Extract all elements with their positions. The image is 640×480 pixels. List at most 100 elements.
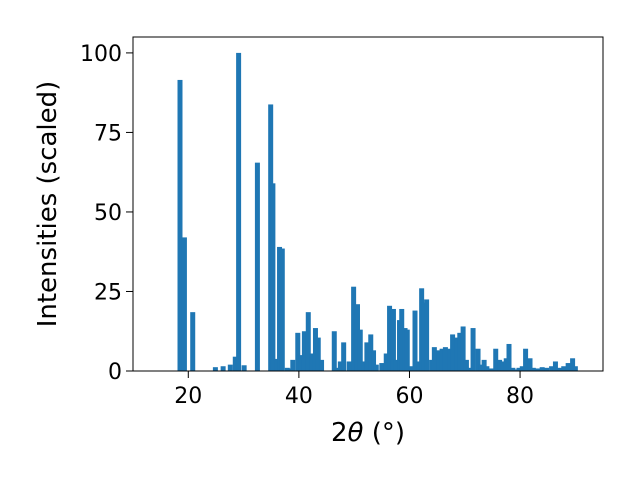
bar [301, 331, 307, 371]
bar [463, 359, 469, 371]
bar [535, 368, 541, 371]
bar [516, 367, 522, 371]
bar [368, 334, 374, 371]
bar [439, 348, 445, 371]
bar [519, 366, 525, 371]
y-axis-ticks: 0 25 50 75 100 [80, 42, 133, 385]
bar [379, 363, 385, 371]
bar [312, 328, 318, 371]
y-tick-label: 100 [80, 42, 122, 67]
x-axis-ticks: 20 40 60 80 [174, 371, 534, 409]
bar [500, 361, 506, 371]
bar [371, 350, 377, 371]
bar [488, 368, 494, 371]
bar [561, 366, 567, 371]
x-axis-label-symbol: θ [348, 418, 364, 448]
bar [393, 359, 399, 371]
bar [404, 329, 410, 371]
x-axis-label-unit: (°) [363, 418, 405, 448]
y-tick-label: 50 [94, 201, 122, 226]
bar [284, 367, 290, 371]
bar [424, 299, 430, 371]
bar [232, 356, 238, 371]
bar [357, 329, 363, 371]
bar [279, 248, 285, 371]
y-tick-label: 0 [108, 360, 122, 385]
bar [457, 332, 463, 371]
bar [346, 361, 352, 371]
bar [544, 367, 550, 371]
bar [416, 361, 422, 371]
bar [442, 347, 448, 371]
bar [478, 364, 484, 371]
bar [334, 367, 340, 371]
bar [470, 328, 476, 371]
x-tick-label: 40 [285, 384, 313, 409]
bar [421, 302, 427, 371]
y-axis-label: Intensities (scaled) [33, 81, 63, 328]
bar [399, 308, 405, 371]
bar [274, 358, 280, 371]
bar [484, 366, 490, 371]
bar [364, 342, 370, 371]
bar [481, 359, 487, 371]
bar [466, 367, 472, 371]
bar [570, 358, 576, 371]
bar [557, 367, 563, 371]
bar [305, 312, 311, 371]
bar [361, 361, 367, 371]
bars-group [177, 52, 578, 372]
bar [497, 359, 503, 371]
bar [220, 366, 226, 371]
bar [503, 358, 509, 371]
bar [341, 342, 347, 371]
y-tick-label: 25 [94, 280, 122, 305]
bar [315, 337, 321, 371]
bar [270, 183, 276, 371]
bar [539, 367, 545, 371]
bar [572, 366, 578, 371]
bar [475, 348, 481, 371]
bar [383, 353, 389, 371]
bar [373, 364, 379, 371]
bar [530, 367, 536, 371]
bar [512, 369, 518, 371]
bar [295, 332, 301, 371]
y-tick-label: 75 [94, 121, 122, 146]
bar [408, 366, 414, 371]
bar [290, 359, 296, 371]
bar [447, 348, 453, 371]
bar [254, 162, 260, 371]
bar [351, 286, 357, 371]
bar [309, 353, 315, 371]
bar [298, 355, 304, 371]
x-tick-label: 20 [174, 384, 202, 409]
bar [436, 350, 442, 371]
bar [177, 79, 183, 371]
bar [549, 366, 555, 371]
x-tick-label: 60 [395, 384, 423, 409]
bar [460, 326, 466, 371]
bar [527, 358, 533, 371]
bar [450, 334, 456, 371]
bar [181, 237, 187, 371]
bar [236, 52, 242, 372]
bar [241, 365, 247, 371]
bar [354, 304, 360, 371]
x-axis-label-main: 2 [331, 418, 348, 448]
bar [337, 361, 343, 371]
bar [331, 331, 337, 371]
bar [506, 343, 512, 371]
bar [412, 310, 418, 371]
bar [227, 364, 233, 371]
bar [390, 308, 396, 371]
bar [190, 312, 196, 371]
bar [552, 361, 558, 371]
bar [319, 359, 325, 371]
bar [565, 363, 571, 371]
x-tick-label: 80 [506, 384, 534, 409]
bar [523, 348, 529, 371]
bar [387, 305, 393, 371]
plot-frame [132, 36, 604, 372]
